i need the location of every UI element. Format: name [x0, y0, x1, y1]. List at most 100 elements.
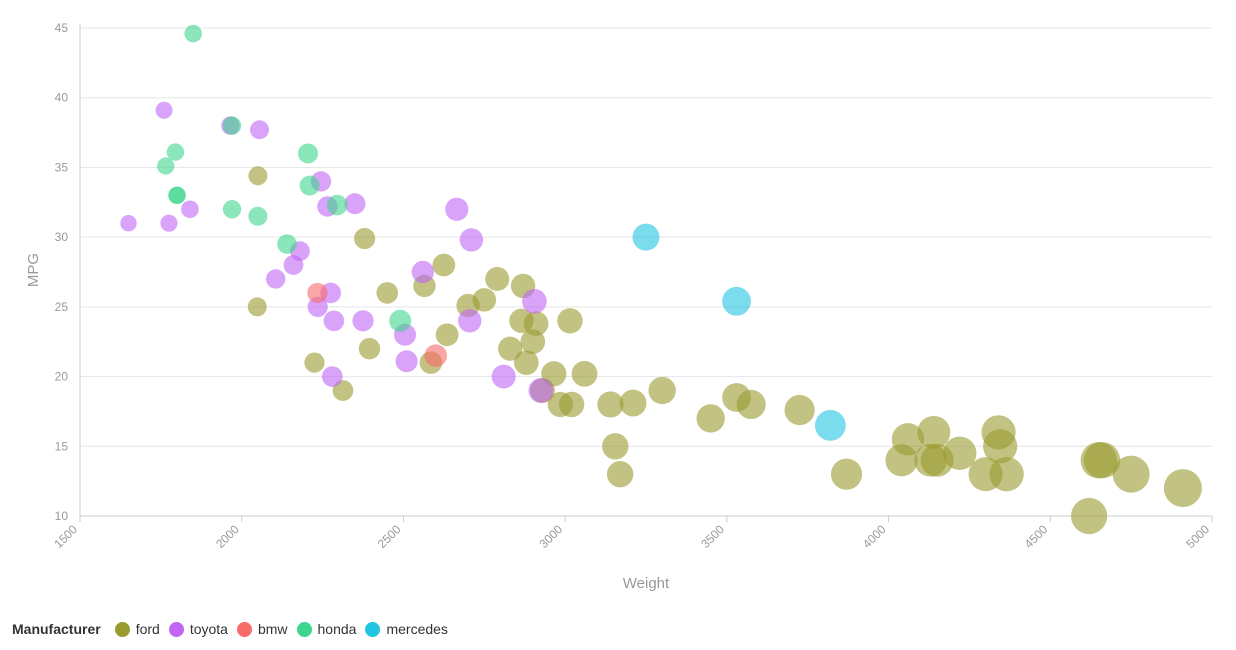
data-point-ford[interactable] — [472, 288, 497, 312]
data-point-ford[interactable] — [597, 391, 624, 418]
data-points — [120, 24, 1202, 535]
data-point-ford[interactable] — [557, 308, 583, 334]
data-point-toyota[interactable] — [395, 350, 418, 373]
data-point-honda[interactable] — [222, 200, 242, 219]
y-axis-title: MPG — [25, 253, 42, 287]
data-point-mercedes[interactable] — [814, 409, 846, 441]
data-point-bmw[interactable] — [307, 282, 328, 304]
data-point-honda[interactable] — [222, 116, 242, 135]
data-point-toyota[interactable] — [265, 269, 286, 289]
data-point-ford[interactable] — [498, 336, 523, 361]
data-point-toyota[interactable] — [459, 228, 484, 252]
data-point-ford[interactable] — [784, 394, 815, 426]
x-tick-label: 4500 — [1022, 522, 1051, 551]
data-point-ford[interactable] — [571, 360, 598, 387]
data-point-ford[interactable] — [248, 166, 268, 186]
data-point-ford[interactable] — [606, 460, 634, 488]
data-point-toyota[interactable] — [352, 310, 374, 332]
data-point-ford[interactable] — [891, 423, 925, 456]
data-point-toyota[interactable] — [160, 214, 178, 232]
y-tick-label: 15 — [55, 439, 69, 453]
y-tick-label: 25 — [55, 300, 69, 314]
data-point-toyota[interactable] — [120, 215, 137, 232]
data-point-ford[interactable] — [332, 380, 354, 401]
legend-item-honda[interactable]: honda — [296, 621, 356, 637]
data-point-ford[interactable] — [1070, 497, 1108, 535]
data-point-ford[interactable] — [358, 337, 381, 360]
legend-item-mercedes[interactable]: mercedes — [365, 621, 448, 637]
data-point-honda[interactable] — [157, 157, 175, 175]
data-point-ford[interactable] — [435, 323, 459, 347]
x-axis-title: Weight — [623, 575, 670, 592]
data-point-toyota[interactable] — [445, 197, 469, 221]
y-tick-label: 40 — [55, 91, 69, 105]
series-toyota — [120, 101, 554, 403]
data-point-ford[interactable] — [247, 297, 267, 317]
data-point-toyota[interactable] — [491, 364, 516, 389]
legend: Manufacturer ford toyota bmw honda mercedes — [12, 619, 457, 639]
data-point-ford[interactable] — [648, 376, 676, 405]
data-point-ford[interactable] — [602, 433, 629, 460]
data-point-ford[interactable] — [485, 266, 510, 291]
data-point-ford[interactable] — [696, 404, 725, 433]
data-point-ford[interactable] — [983, 429, 1018, 464]
data-point-ford[interactable] — [830, 458, 863, 490]
axes — [79, 24, 1213, 522]
legend-label: ford — [135, 621, 160, 637]
data-point-ford[interactable] — [523, 311, 549, 336]
data-point-ford[interactable] — [943, 436, 977, 470]
data-point-toyota[interactable] — [522, 288, 547, 314]
legend-swatch — [365, 621, 381, 637]
series-ford — [247, 166, 1202, 535]
data-point-honda[interactable] — [168, 186, 186, 205]
legend-label: bmw — [257, 621, 288, 637]
legend-swatch — [168, 621, 184, 637]
data-point-toyota[interactable] — [323, 310, 345, 332]
data-point-ford[interactable] — [736, 389, 766, 420]
legend-swatch — [236, 621, 252, 637]
data-point-ford[interactable] — [304, 352, 325, 373]
legend-item-bmw[interactable]: bmw — [236, 621, 288, 637]
data-point-ford[interactable] — [514, 350, 539, 375]
data-point-toyota[interactable] — [321, 366, 343, 387]
y-tick-label: 30 — [55, 230, 69, 244]
x-tick-label: 1500 — [51, 522, 80, 551]
data-point-honda[interactable] — [299, 175, 320, 196]
data-point-toyota[interactable] — [458, 309, 482, 333]
data-point-ford[interactable] — [432, 253, 456, 277]
data-point-honda[interactable] — [166, 143, 185, 161]
data-point-toyota[interactable] — [181, 200, 199, 219]
data-point-mercedes[interactable] — [632, 223, 660, 251]
data-point-ford[interactable] — [619, 389, 647, 417]
legend-item-ford[interactable]: ford — [114, 621, 160, 637]
data-point-mercedes[interactable] — [722, 286, 751, 316]
data-point-ford[interactable] — [1083, 442, 1121, 479]
x-tick-label: 2000 — [213, 522, 242, 551]
data-point-toyota[interactable] — [411, 260, 435, 284]
data-point-toyota[interactable] — [344, 193, 366, 215]
data-point-ford[interactable] — [1163, 469, 1202, 508]
legend-item-toyota[interactable]: toyota — [168, 621, 228, 637]
data-point-ford[interactable] — [989, 456, 1024, 492]
data-point-toyota[interactable] — [155, 101, 173, 119]
data-point-ford[interactable] — [354, 227, 376, 250]
data-point-toyota[interactable] — [528, 378, 554, 403]
data-point-honda[interactable] — [298, 143, 319, 164]
data-point-honda[interactable] — [389, 309, 412, 332]
data-point-toyota[interactable] — [250, 120, 270, 140]
legend-items: ford toyota bmw honda mercedes — [114, 621, 457, 637]
data-point-ford[interactable] — [1112, 455, 1150, 493]
legend-label: toyota — [189, 621, 228, 637]
legend-swatch — [114, 621, 130, 637]
data-point-ford[interactable] — [376, 282, 399, 304]
data-point-honda[interactable] — [326, 194, 348, 216]
data-point-honda[interactable] — [277, 234, 297, 254]
data-point-ford[interactable] — [917, 415, 951, 449]
grid — [80, 27, 1212, 517]
data-point-bmw[interactable] — [424, 344, 448, 367]
series-honda — [157, 24, 412, 332]
data-point-honda[interactable] — [184, 24, 202, 43]
data-point-ford[interactable] — [558, 391, 585, 418]
data-point-honda[interactable] — [248, 206, 268, 226]
